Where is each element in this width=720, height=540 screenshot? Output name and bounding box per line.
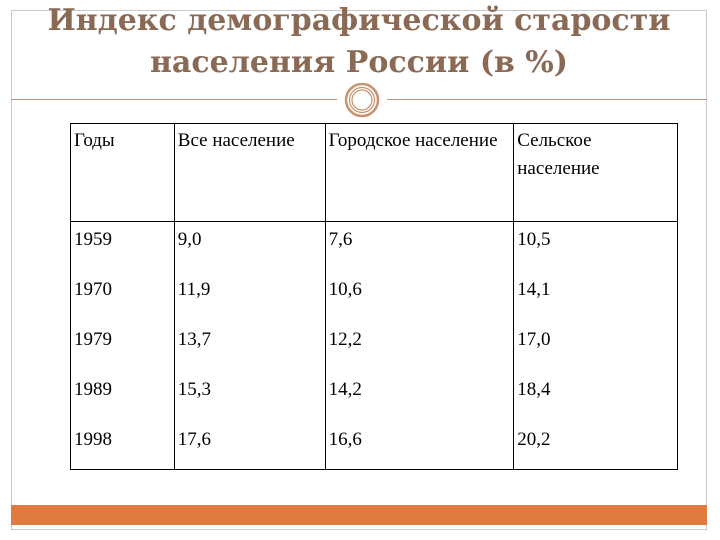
table-cell: 14,2 (324, 372, 515, 422)
header-cell: Сельское население (513, 123, 678, 222)
table-row: 1970 11,9 10,6 14,1 (70, 272, 678, 322)
table-cell: 12,2 (324, 322, 515, 372)
table-row: 1959 9,0 7,6 10,5 (70, 221, 678, 272)
title-divider-left (11, 99, 337, 100)
title-line-2: населения России (в %) (149, 45, 569, 80)
slide-title: Индекс демографической старости населени… (14, 0, 704, 92)
title-divider-right (387, 99, 707, 100)
table-cell: 9,0 (173, 221, 326, 272)
table-cell: 1970 (70, 272, 175, 322)
table-cell: 1959 (70, 221, 175, 272)
table-cell: 14,1 (513, 272, 678, 322)
table-cell: 10,5 (513, 221, 678, 272)
table-header-row: Годы Все население Городское население С… (70, 123, 678, 222)
table-cell: 13,7 (173, 322, 326, 372)
footer-accent-bar (11, 505, 707, 525)
table-row: 1979 13,7 12,2 17,0 (70, 322, 678, 372)
table-cell: 1979 (70, 322, 175, 372)
data-table: Годы Все население Городское население С… (70, 123, 678, 470)
table-cell: 20,2 (513, 422, 678, 470)
circle-ornament-icon (344, 82, 380, 118)
table-cell: 1998 (70, 422, 175, 470)
table-cell: 16,6 (324, 422, 515, 470)
table-cell: 15,3 (173, 372, 326, 422)
table-cell: 18,4 (513, 372, 678, 422)
table-cell: 17,0 (513, 322, 678, 372)
table-row: 1989 15,3 14,2 18,4 (70, 372, 678, 422)
table-cell: 1989 (70, 372, 175, 422)
header-cell: Городское население (324, 123, 515, 222)
table-cell: 17,6 (173, 422, 326, 470)
slide-frame (11, 10, 707, 530)
title-line-1: Индекс демографической старости (47, 3, 671, 38)
table-row: 1998 17,6 16,6 20,2 (70, 422, 678, 470)
header-cell: Годы (70, 123, 175, 222)
table-cell: 11,9 (173, 272, 326, 322)
table-cell: 7,6 (324, 221, 515, 272)
header-cell: Все население (173, 123, 326, 222)
table-cell: 10,6 (324, 272, 515, 322)
